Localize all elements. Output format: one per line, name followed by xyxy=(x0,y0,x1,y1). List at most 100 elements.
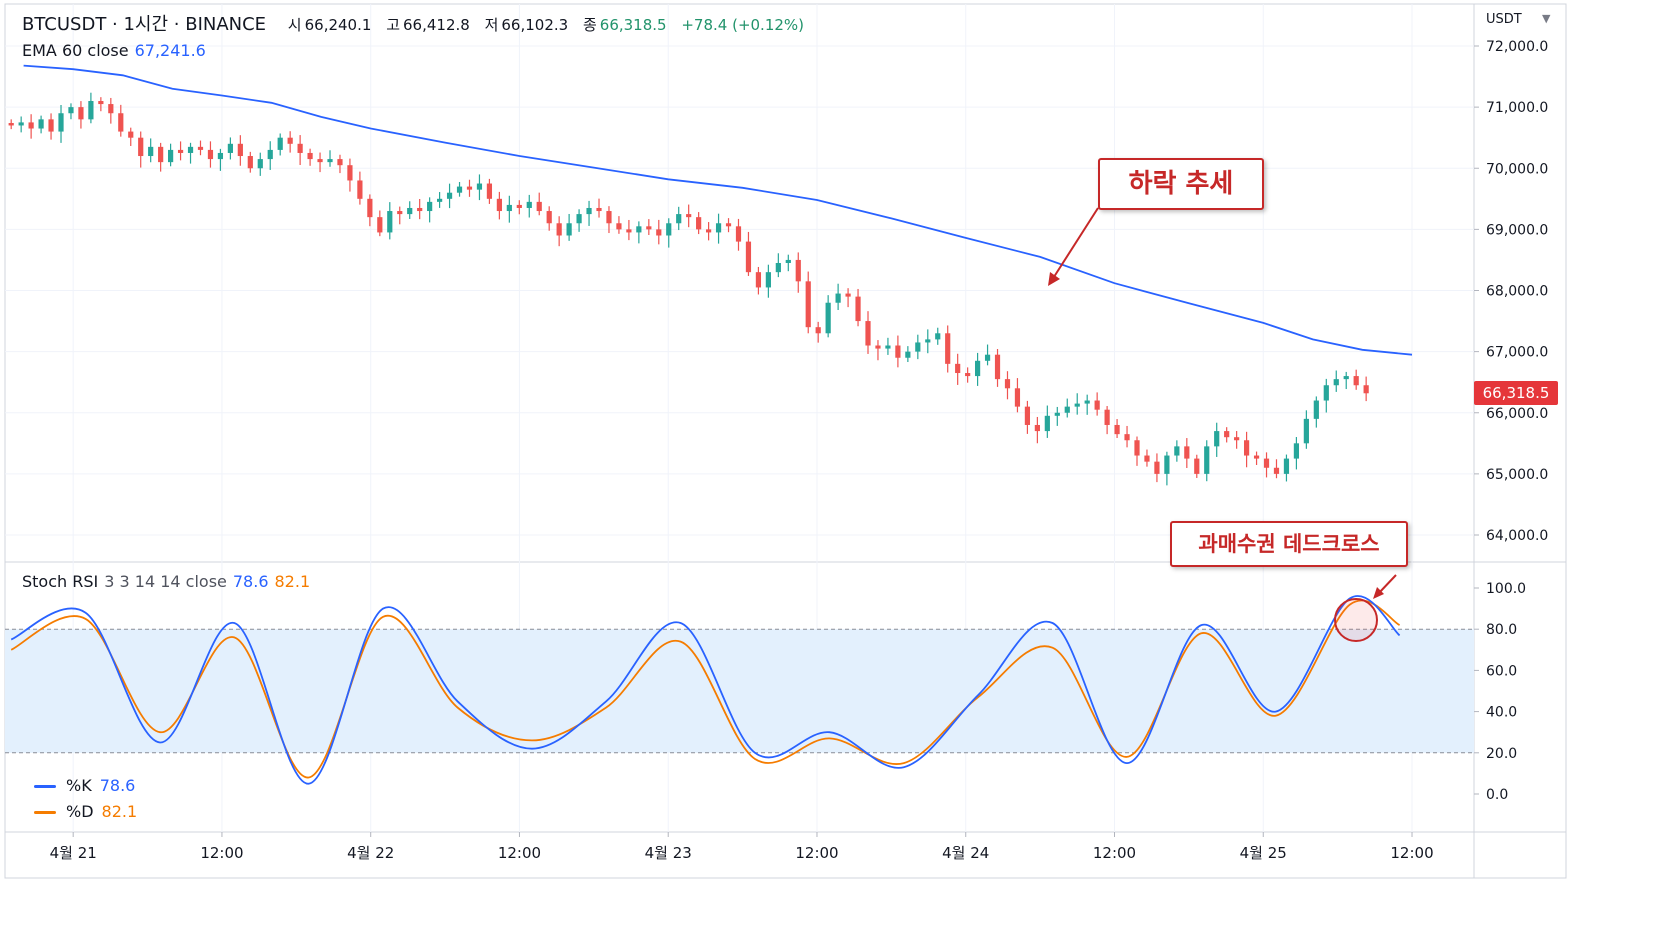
candle-body-43 xyxy=(437,198,443,202)
candle-body-60 xyxy=(606,211,612,224)
stoch-k-line xyxy=(10,595,1401,785)
axis-unit[interactable]: USDT xyxy=(1486,12,1522,27)
candle-body-11 xyxy=(118,113,124,132)
candle-body-51 xyxy=(516,204,522,208)
price-axis[interactable]: 72,000.0 71,000.0 70,000.0 69,000.0 68,000.0… xyxy=(1474,39,1548,544)
candle-body-90 xyxy=(905,351,911,358)
candle-body-3 xyxy=(38,119,44,129)
candle-body-94 xyxy=(945,333,951,364)
candle-body-110 xyxy=(1104,409,1110,425)
legend-d: %D 82.1 xyxy=(34,802,137,821)
candle-body-32 xyxy=(327,159,333,163)
stoch-axis[interactable]: 100.0 80.0 60.0 40.0 20.0 0.0 xyxy=(1474,581,1526,803)
candle-body-47 xyxy=(476,183,483,190)
candle-body-22 xyxy=(227,143,233,153)
time-tick-label-3: 12:00 xyxy=(498,844,541,862)
ohlc-readout: 시 66,240.1 고 66,412.8 저 66,102.3 종 66,318.5 … xyxy=(288,16,810,34)
ema-line-layer xyxy=(23,64,1413,356)
low-label: 저 xyxy=(484,16,499,34)
stoch-d-value: 82.1 xyxy=(274,572,311,591)
time-tick-label-1: 12:00 xyxy=(200,844,243,862)
candle-body-131 xyxy=(1313,400,1319,419)
candle-body-105 xyxy=(1054,412,1060,416)
candle-body-21 xyxy=(217,152,224,160)
candle-body-100 xyxy=(1004,379,1011,389)
candle-body-19 xyxy=(197,146,204,150)
candle-body-97 xyxy=(974,360,981,377)
stoch-tick-label-4: 20.0 xyxy=(1486,746,1517,762)
candle-body-9 xyxy=(98,101,104,105)
time-tick-label-4: 4월 23 xyxy=(645,844,692,862)
downtrend-arrowhead xyxy=(1048,272,1060,286)
close-label: 종 xyxy=(582,16,597,34)
candle-body-38 xyxy=(387,211,393,233)
candle-body-44 xyxy=(446,192,453,199)
candle-body-69 xyxy=(696,217,702,230)
candle-body-128 xyxy=(1283,458,1290,474)
candle-body-93 xyxy=(935,333,941,340)
ema-legend[interactable]: EMA 60 close 67,241.6 xyxy=(22,41,206,60)
candle-body-71 xyxy=(715,223,722,233)
candle-body-116 xyxy=(1164,455,1170,474)
stoch-tick-label-0: 100.0 xyxy=(1486,581,1526,597)
candle-body-103 xyxy=(1034,424,1040,432)
candle-body-63 xyxy=(636,226,642,233)
candle-body-46 xyxy=(466,186,473,190)
death-cross-callout: 과매수권 데드크로스 xyxy=(1170,521,1408,567)
candle-body-13 xyxy=(138,137,144,157)
chart-canvas: 72,000.0 71,000.0 70,000.0 69,000.0 68,000.0… xyxy=(4,3,1567,879)
candle-body-73 xyxy=(735,226,742,242)
stoch-tick-label-2: 60.0 xyxy=(1486,663,1517,679)
candle-body-117 xyxy=(1174,446,1180,456)
candle-body-123 xyxy=(1234,437,1240,441)
time-tick-label-6: 4월 24 xyxy=(942,844,989,862)
stoch-tick-label-1: 80.0 xyxy=(1486,622,1517,638)
candle-body-23 xyxy=(237,143,243,157)
candle-body-79 xyxy=(795,259,801,282)
time-tick-label-9: 12:00 xyxy=(1390,844,1433,862)
candle-body-109 xyxy=(1094,400,1100,410)
change-value: +78.4 (+0.12%) xyxy=(681,16,805,34)
death-cross-arrowhead xyxy=(1373,587,1384,599)
candle-body-30 xyxy=(307,152,313,160)
chart-stage: 72,000.0 71,000.0 70,000.0 69,000.0 68,000.0… xyxy=(4,3,1567,879)
candle-body-10 xyxy=(108,104,114,114)
symbol-title[interactable]: BTCUSDT · 1시간 · BINANCE xyxy=(22,14,267,35)
time-tick-label-7: 12:00 xyxy=(1093,844,1136,862)
time-axis[interactable]: 4월 21 12:00 4월 22 12:00 4월 23 12:00 4월 24 12:00… xyxy=(50,832,1434,862)
candle-body-111 xyxy=(1114,424,1120,435)
legend-d-swatch xyxy=(34,811,56,814)
stoch-band xyxy=(5,628,1474,754)
candle-body-133 xyxy=(1333,379,1339,386)
open-value: 66,240.1 xyxy=(304,16,372,34)
high-value: 66,412.8 xyxy=(403,16,470,34)
candle-body-52 xyxy=(526,201,532,208)
candle-body-55 xyxy=(556,223,562,236)
candle-body-91 xyxy=(915,342,921,352)
candle-body-89 xyxy=(895,345,901,358)
candle-body-35 xyxy=(357,180,363,199)
candle-body-112 xyxy=(1124,434,1130,441)
candle-body-34 xyxy=(347,165,353,181)
candle-body-114 xyxy=(1144,455,1150,462)
price-tick-label-1: 71,000.0 xyxy=(1486,100,1548,116)
time-tick-label-0: 4월 21 xyxy=(50,844,97,862)
stoch-legend[interactable]: Stoch RSI 3 3 14 14 close 78.6 82.1 xyxy=(22,572,310,591)
candle-body-85 xyxy=(855,296,861,322)
candle-body-1 xyxy=(18,122,24,126)
candle-body-20 xyxy=(207,149,214,160)
legend-k: %K 78.6 xyxy=(34,776,135,795)
price-tick-label-3: 69,000.0 xyxy=(1486,222,1548,238)
legend-d-name: %D xyxy=(66,802,94,821)
candle-body-39 xyxy=(397,211,403,215)
candle-body-49 xyxy=(496,198,502,212)
chevron-down-icon[interactable]: ▼ xyxy=(1542,12,1551,25)
candle-body-83 xyxy=(835,293,841,303)
candle-body-130 xyxy=(1303,418,1309,444)
stoch-tick-label-3: 40.0 xyxy=(1486,705,1517,721)
candle-body-136 xyxy=(1363,385,1369,394)
time-tick-label-8: 4월 25 xyxy=(1240,844,1287,862)
stoch-params: 3 3 14 14 close xyxy=(104,572,227,591)
candle-body-31 xyxy=(317,159,323,163)
candle-body-61 xyxy=(616,223,622,230)
